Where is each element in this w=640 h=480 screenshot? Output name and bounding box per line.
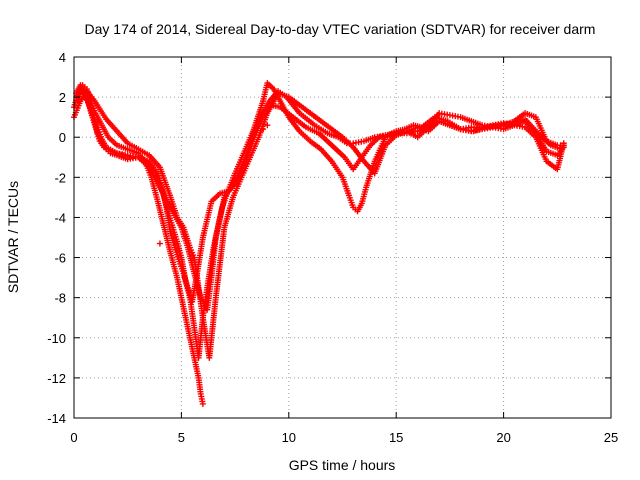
grid-layer bbox=[74, 57, 611, 418]
y-tick-label: 0 bbox=[59, 130, 66, 145]
y-tick-label: -14 bbox=[47, 411, 66, 426]
data-point bbox=[264, 122, 271, 129]
y-tick-label: -2 bbox=[54, 170, 66, 185]
x-tick-label: 5 bbox=[178, 430, 185, 445]
data-point bbox=[156, 240, 163, 247]
y-tick-label: -12 bbox=[47, 371, 66, 386]
chart-title: Day 174 of 2014, Sidereal Day-to-day VTE… bbox=[85, 21, 596, 37]
data-points-layer bbox=[71, 80, 567, 407]
data-point bbox=[260, 126, 267, 133]
ticks-layer: 0 5 10 15 20 25 -14 -12 -10 -8 -6 -4 -2 0 2 4 bbox=[47, 50, 618, 445]
plot-frame bbox=[73, 56, 612, 419]
data-point bbox=[199, 400, 206, 407]
y-axis-title: SDTVAR / TECUs bbox=[5, 181, 21, 293]
y-tick-label: -8 bbox=[54, 291, 66, 306]
y-tick-label: -6 bbox=[54, 251, 66, 266]
y-tick-label: 2 bbox=[59, 90, 66, 105]
y-tick-label: -4 bbox=[54, 210, 66, 225]
x-tick-label: 0 bbox=[70, 430, 77, 445]
x-axis-title: GPS time / hours bbox=[289, 457, 396, 473]
x-tick-label: 15 bbox=[389, 430, 403, 445]
data-point bbox=[558, 146, 565, 153]
x-tick-label: 25 bbox=[604, 430, 618, 445]
x-tick-label: 10 bbox=[282, 430, 296, 445]
data-point bbox=[560, 140, 567, 147]
y-tick-label: -10 bbox=[47, 331, 66, 346]
x-tick-label: 20 bbox=[496, 430, 510, 445]
y-tick-label: 4 bbox=[59, 50, 66, 65]
